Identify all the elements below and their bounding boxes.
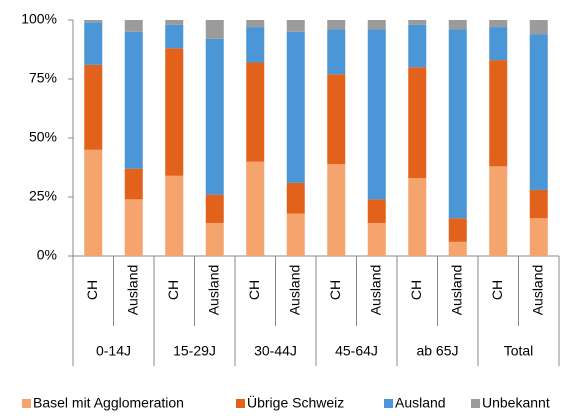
bar-segment — [448, 29, 467, 219]
legend-swatch — [471, 399, 480, 408]
x-tick-label: Ausland — [205, 265, 221, 316]
bar-segment — [165, 20, 184, 25]
bar-segment — [448, 218, 467, 242]
group-label: Total — [504, 343, 534, 359]
bar-segment — [529, 20, 548, 35]
bar-segment — [529, 218, 548, 256]
bar-segment — [448, 241, 467, 256]
bar-segment — [408, 178, 427, 256]
bar-segment — [246, 62, 265, 162]
legend-swatch — [236, 399, 245, 408]
bar-segment — [367, 20, 386, 30]
bar-segment — [529, 34, 548, 190]
bar-segment — [286, 20, 305, 32]
bar-segment — [327, 163, 346, 256]
bar-segment — [408, 67, 427, 179]
bar-segment — [489, 20, 508, 28]
bar-segment — [489, 166, 508, 256]
group-label: ab 65J — [416, 343, 458, 359]
bar-segment — [367, 29, 386, 200]
y-tick-label: 50% — [29, 129, 57, 145]
bar-segment — [408, 20, 427, 25]
legend-swatch — [22, 399, 31, 408]
bar-segment — [246, 161, 265, 256]
bar-segment — [489, 27, 508, 61]
bar-segment — [124, 168, 143, 200]
legend-label: Basel mit Agglomeration — [33, 395, 184, 411]
bar-segment — [286, 213, 305, 256]
group-label: 0-14J — [96, 343, 131, 359]
bar-segment — [327, 29, 346, 75]
x-tick-label: Ausland — [124, 265, 140, 316]
x-tick-label: CH — [489, 280, 505, 300]
x-tick-label: CH — [246, 280, 262, 300]
bar-segment — [205, 222, 224, 256]
y-tick-label: 0% — [37, 247, 57, 263]
x-tick-label: Ausland — [367, 265, 383, 316]
bar-segment — [205, 20, 224, 39]
bar-segment — [165, 48, 184, 176]
bar-segment — [448, 20, 467, 30]
bar-segment — [408, 24, 427, 68]
x-tick-label: CH — [165, 280, 181, 300]
y-tick-label: 25% — [29, 188, 57, 204]
x-tick-label: Ausland — [286, 265, 302, 316]
bar-segment — [327, 74, 346, 164]
bar-segment — [84, 64, 103, 150]
x-tick-label: CH — [408, 280, 424, 300]
group-label: 15-29J — [173, 343, 216, 359]
bar-segment — [286, 31, 305, 183]
bar-segment — [367, 199, 386, 223]
group-label: 45-64J — [335, 343, 378, 359]
bar-segment — [84, 149, 103, 256]
legend-label: Übrige Schweiz — [247, 394, 344, 411]
group-label: 30-44J — [254, 343, 297, 359]
bar-segment — [124, 199, 143, 256]
legend-label: Unbekannt — [482, 395, 550, 411]
bar-segment — [165, 175, 184, 256]
bar-segment — [124, 20, 143, 32]
bar-segment — [246, 27, 265, 63]
x-tick-label: Ausland — [529, 265, 545, 316]
y-tick-label: 75% — [29, 70, 57, 86]
bar-segment — [84, 20, 103, 23]
bar-segment — [165, 24, 184, 49]
bar-segment — [327, 20, 346, 30]
x-tick-label: Ausland — [448, 265, 464, 316]
y-tick-label: 100% — [21, 11, 57, 27]
bar-segment — [489, 60, 508, 167]
legend-label: Ausland — [395, 395, 446, 411]
x-tick-label: CH — [327, 280, 343, 300]
bar-segment — [205, 38, 224, 195]
legend-swatch — [384, 399, 393, 408]
x-tick-label: CH — [84, 280, 100, 300]
bar-segment — [84, 22, 103, 65]
bar-segment — [205, 194, 224, 223]
bar-segment — [529, 189, 548, 219]
bar-segment — [286, 182, 305, 214]
bar-segment — [367, 222, 386, 256]
bar-segment — [124, 31, 143, 169]
bar-segment — [246, 20, 265, 28]
